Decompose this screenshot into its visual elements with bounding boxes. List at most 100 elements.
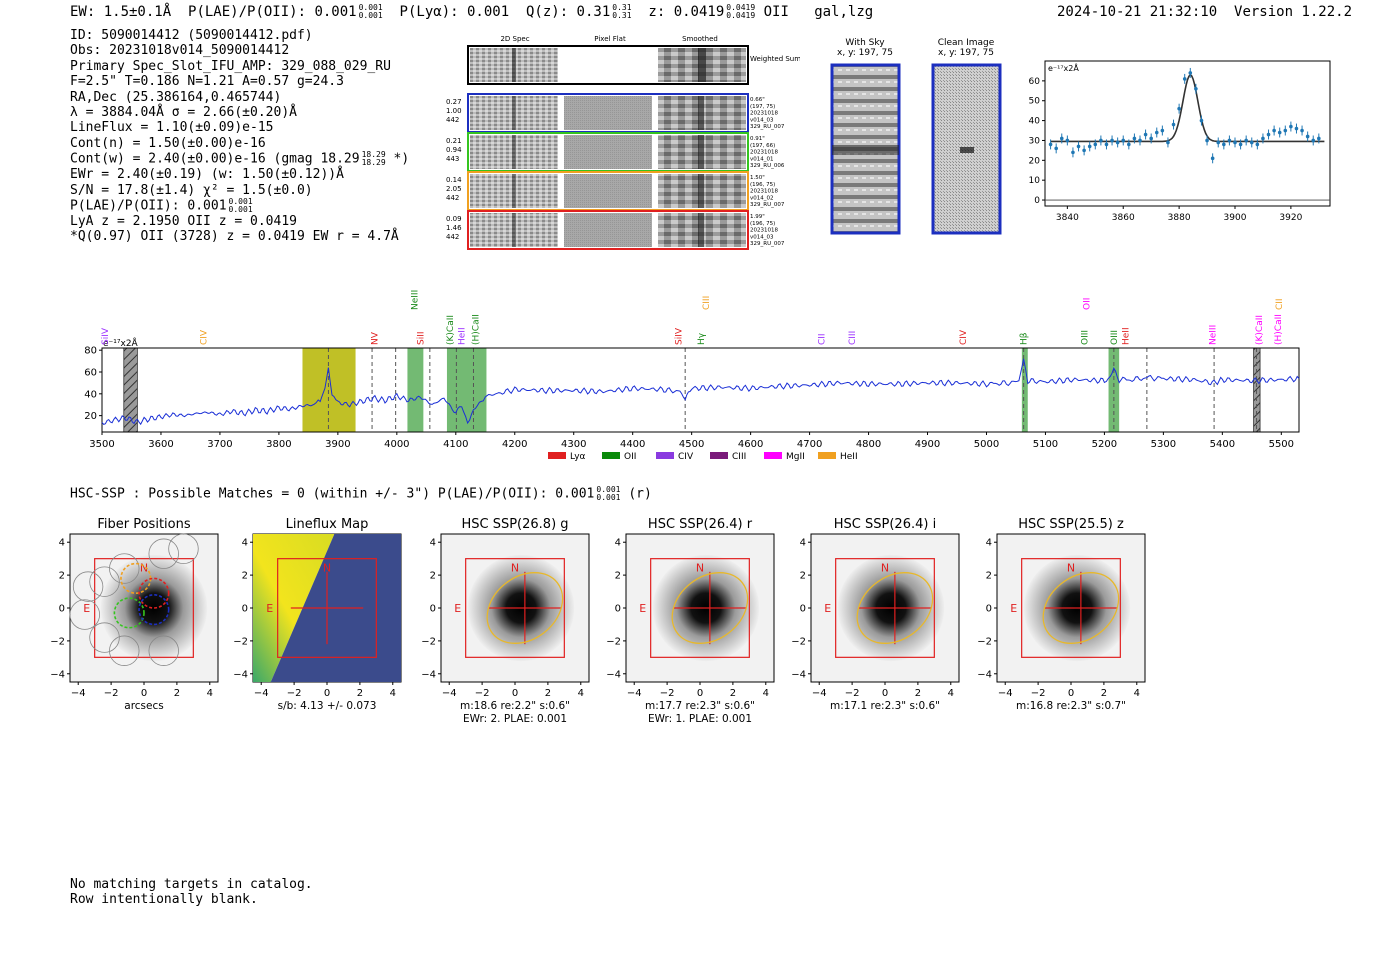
spectrum-line-label: Hβ	[1020, 332, 1030, 345]
info-id: ID: 5090014412 (5090014412.pdf)	[70, 28, 313, 43]
fiber-circle	[89, 566, 120, 597]
zoom-data-point	[1222, 142, 1226, 147]
spectrum-line-label: NV	[370, 331, 380, 345]
hsc-summary: HSC-SSP : Possible Matches = 0 (within +…	[70, 485, 652, 502]
spectrum-xtick-label: 5300	[1151, 439, 1176, 450]
spectrum-line-label: SiIV	[101, 327, 111, 345]
legend-label: CIV	[678, 452, 694, 462]
hsc-panel: HSC SSP(25.5) z N E −4 −4 −2 −2 0 0 2 2 4 4 m:16.8 re…	[977, 517, 1146, 712]
timestamp: 2024-10-21 21:32:10	[1057, 4, 1218, 20]
cutout-pixelflat	[564, 213, 652, 247]
zoom-data-point	[1121, 138, 1126, 143]
spectrum-masked-span	[123, 347, 138, 433]
cutout-row-stat: 442	[446, 116, 459, 124]
hsc-ytick-label: −2	[50, 636, 65, 647]
cutout-row-meta: v014_02	[750, 195, 774, 201]
zoom-data-point	[1071, 150, 1075, 155]
hsc-panel-title: HSC SSP(26.4) i	[834, 517, 936, 532]
info-radec: RA,Dec (25.386164,0.465744)	[70, 89, 282, 105]
cutout-row-meta: 20231018	[750, 150, 778, 156]
info-contw: Cont(w) = 2.40(±0.00)e-16 (gmag 18.29 18.…	[70, 150, 410, 168]
hsc-ytick-label: 4	[59, 538, 65, 549]
cutout-header-smoothed: Smoothed	[682, 35, 718, 43]
hsc-panel-caption: EWr: 2. PLAE: 0.001	[463, 713, 567, 725]
hsc-panel-title: HSC SSP(25.5) z	[1018, 517, 1124, 532]
hsc-panel: HSC SSP(26.4) r N E −4 −4 −2 −2 0 0 2 2 4 4 m:17.7 re…	[606, 517, 775, 725]
cutout-row-meta: (196, 75)	[750, 182, 775, 188]
hsc-ytick-label: −4	[421, 669, 436, 680]
hsc-ytick-label: −2	[791, 636, 806, 647]
hsc-panel-caption: m:17.1 re:2.3" s:0.6"	[830, 700, 940, 712]
cutout-row-meta: (197, 75)	[750, 104, 775, 110]
zoom-data-point	[1194, 87, 1198, 91]
north-label: N	[140, 562, 148, 575]
cutout-row-stat: 0.94	[446, 146, 462, 154]
fiber-circle	[113, 597, 145, 629]
cutout-row-stat: 1.46	[446, 224, 462, 232]
hsc-panel-title: HSC SSP(26.8) g	[461, 517, 568, 532]
zoom-data-point	[1311, 138, 1316, 143]
legend-swatch	[710, 452, 728, 459]
fiber-circle	[89, 622, 120, 653]
legend-label: Lyα	[570, 452, 586, 462]
spectrum-xtick-label: 4600	[738, 439, 763, 450]
cutout-pixelflat	[564, 135, 652, 169]
hsc-xtick-label: 0	[882, 688, 888, 699]
zoom-data-point	[1294, 126, 1299, 131]
spectrum-xtick-label: 5100	[1033, 439, 1058, 450]
legend-swatch	[602, 452, 620, 459]
aperture-box	[835, 558, 935, 658]
hsc-xtick-label: −4	[254, 688, 269, 699]
zoom-ytick-label: 50	[1029, 97, 1041, 107]
cutout-row-meta: v014_03	[750, 234, 774, 240]
hsc-panel-caption: EWr: 1. PLAE: 0.001	[648, 713, 752, 725]
zoom-data-point	[1115, 140, 1120, 145]
spectrum-line-label: SiIV	[675, 327, 685, 345]
aperture-box	[277, 558, 377, 658]
hsc-xtick-label: 4	[1134, 688, 1140, 699]
hsc-ytick-label: −4	[977, 669, 992, 680]
spectrum-xtick-label: 3600	[148, 439, 173, 450]
cutout-row-meta: 329_RU_007	[750, 241, 785, 247]
hsc-ytick-label: 4	[430, 538, 436, 549]
spectrum-xtick-label: 3800	[266, 439, 291, 450]
info-block: ID: 5090014412 (5090014412.pdf) Obs: 202…	[70, 28, 409, 245]
zoom-units-label: e⁻¹⁷x2Å	[1048, 62, 1079, 73]
legend-swatch	[548, 452, 566, 459]
spectrum-xtick-label: 4400	[620, 439, 645, 450]
clean-image-title: Clean Image x, y: 197, 75	[937, 38, 995, 58]
cutout-row-stat: 0.27	[446, 98, 462, 106]
hsc-xtick-label: 0	[141, 688, 147, 699]
fiber-circle	[69, 599, 101, 630]
hsc-panel-caption: s/b: 4.13 +/- 0.073	[278, 700, 377, 712]
hsc-xtick-label: 2	[1101, 688, 1107, 699]
hsc-ytick-label: 0	[242, 604, 248, 615]
hsc-panel-caption: m:17.7 re:2.3" s:0.6"	[645, 700, 755, 712]
cutout-row-meta: 329_RU_007	[750, 124, 785, 130]
spectrum-highlight-span	[407, 348, 424, 432]
spectrum-line-label: (H)CaII	[471, 314, 481, 345]
spectrum-highlight-span	[1021, 348, 1028, 432]
hsc-panel-caption: arcsecs	[124, 700, 163, 712]
cutout-row-stat: 0.21	[446, 137, 462, 145]
hsc-xtick-label: −4	[812, 688, 827, 699]
hsc-panel: HSC SSP(26.8) g N E −4 −4 −2 −2 0 0 2 2 4 4 m:18.6 re…	[421, 517, 590, 725]
hsc-ytick-label: −2	[421, 636, 436, 647]
east-label: E	[1010, 602, 1017, 615]
hsc-ytick-label: 0	[615, 604, 621, 615]
zoom-data-point	[1059, 136, 1064, 141]
cutout-row-meta: 1.50"	[750, 175, 765, 181]
cutout-pixelflat	[564, 96, 652, 130]
hsc-xtick-label: 4	[578, 688, 584, 699]
cutout-row-meta: 20231018	[750, 111, 778, 117]
hsc-ytick-label: 0	[986, 604, 992, 615]
hsc-xtick-label: 4	[763, 688, 769, 699]
legend-label: MgII	[786, 452, 805, 462]
cutout-header-2dspec: 2D Spec	[500, 35, 529, 43]
zoom-data-point	[1143, 132, 1148, 137]
hsc-ytick-label: 4	[986, 538, 992, 549]
zoom-data-point	[1182, 77, 1187, 81]
zoom-data-point	[1110, 138, 1114, 143]
zoom-data-point	[1199, 118, 1204, 123]
cutout-row-meta: v014_01	[750, 156, 774, 162]
